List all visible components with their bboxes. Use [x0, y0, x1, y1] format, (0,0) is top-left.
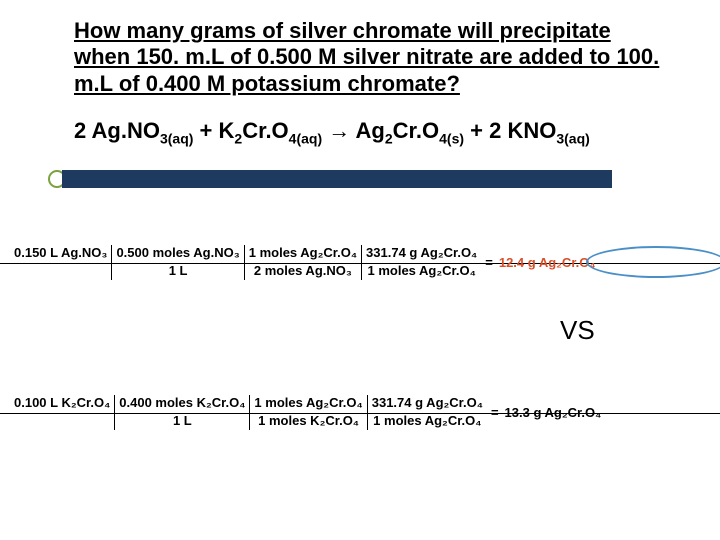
- eq-part: Cr.O: [393, 118, 439, 143]
- calc-cell: 1 moles Ag₂Cr.O₄ 1 moles K₂Cr.O₄: [250, 395, 366, 430]
- eq-part: + K: [193, 118, 234, 143]
- dimensional-analysis-2: 0.100 L K₂Cr.O₄ 0.400 moles K₂Cr.O₄ 1 L …: [10, 395, 710, 430]
- cell-numerator: 1 moles Ag₂Cr.O₄: [254, 395, 362, 412]
- cell-numerator: 331.74 g Ag₂Cr.O₄: [372, 395, 483, 412]
- calc-cell: 1 moles Ag₂Cr.O₄ 2 moles Ag.NO₃: [245, 245, 361, 280]
- cell-numerator: 1 moles Ag₂Cr.O₄: [249, 245, 357, 262]
- equals-sign: =: [487, 395, 501, 430]
- cell-numerator: 0.500 moles Ag.NO₃: [116, 245, 239, 262]
- calc-cell: 331.74 g Ag₂Cr.O₄ 1 moles Ag₂Cr.O₄: [362, 245, 481, 280]
- cell-value: 0.100 L K₂Cr.O₄: [14, 395, 110, 413]
- eq-part: + 2 KNO: [464, 118, 556, 143]
- eq-sub: 2: [385, 130, 393, 146]
- calculation-row-2: 0.100 L K₂Cr.O₄ 0.400 moles K₂Cr.O₄ 1 L …: [10, 395, 710, 430]
- calc-cell: 0.500 moles Ag.NO₃ 1 L: [112, 245, 243, 280]
- question-title: How many grams of silver chromate will p…: [74, 18, 669, 97]
- cell-denominator: 1 L: [119, 412, 245, 430]
- cell-denominator: 1 moles K₂Cr.O₄: [254, 412, 362, 430]
- equals-sign: =: [481, 245, 495, 280]
- calc-cell: 0.400 moles K₂Cr.O₄ 1 L: [115, 395, 249, 430]
- cell-denominator: 1 L: [116, 262, 239, 280]
- calc-result: 12.4 g Ag₂Cr.O₄: [495, 245, 598, 280]
- calc-cell: 331.74 g Ag₂Cr.O₄ 1 moles Ag₂Cr.O₄: [368, 395, 487, 430]
- eq-sub: 4(s): [439, 130, 464, 146]
- calc-result: 13.3 g Ag₂Cr.O₄: [501, 395, 604, 430]
- dimensional-analysis-1: 0.150 L Ag.NO₃ 0.500 moles Ag.NO₃ 1 L 1 …: [10, 245, 710, 280]
- eq-arrow: → Ag: [322, 118, 385, 143]
- cell-denominator: 2 moles Ag.NO₃: [249, 262, 357, 280]
- cell-denominator: 1 moles Ag₂Cr.O₄: [366, 262, 477, 280]
- slide: How many grams of silver chromate will p…: [0, 0, 720, 540]
- calc-cell: 0.100 L K₂Cr.O₄: [10, 395, 114, 430]
- eq-part: 2 Ag.NO: [74, 118, 160, 143]
- cell-denominator: 1 moles Ag₂Cr.O₄: [372, 412, 483, 430]
- cell-numerator: 0.400 moles K₂Cr.O₄: [119, 395, 245, 412]
- calc-cell: 0.150 L Ag.NO₃: [10, 245, 111, 280]
- cell-value: 0.150 L Ag.NO₃: [14, 245, 107, 263]
- eq-part: Cr.O: [242, 118, 288, 143]
- eq-sub: 3(aq): [160, 130, 193, 146]
- cell-numerator: 331.74 g Ag₂Cr.O₄: [366, 245, 477, 262]
- shadow-bar: [62, 170, 612, 188]
- calculation-row-1: 0.150 L Ag.NO₃ 0.500 moles Ag.NO₃ 1 L 1 …: [10, 245, 710, 280]
- vs-label: VS: [560, 315, 595, 346]
- chemical-equation: 2 Ag.NO3(aq) + K2Cr.O4(aq) → Ag2Cr.O4(s)…: [74, 118, 590, 146]
- eq-sub: 3(aq): [556, 130, 589, 146]
- eq-sub: 4(aq): [289, 130, 322, 146]
